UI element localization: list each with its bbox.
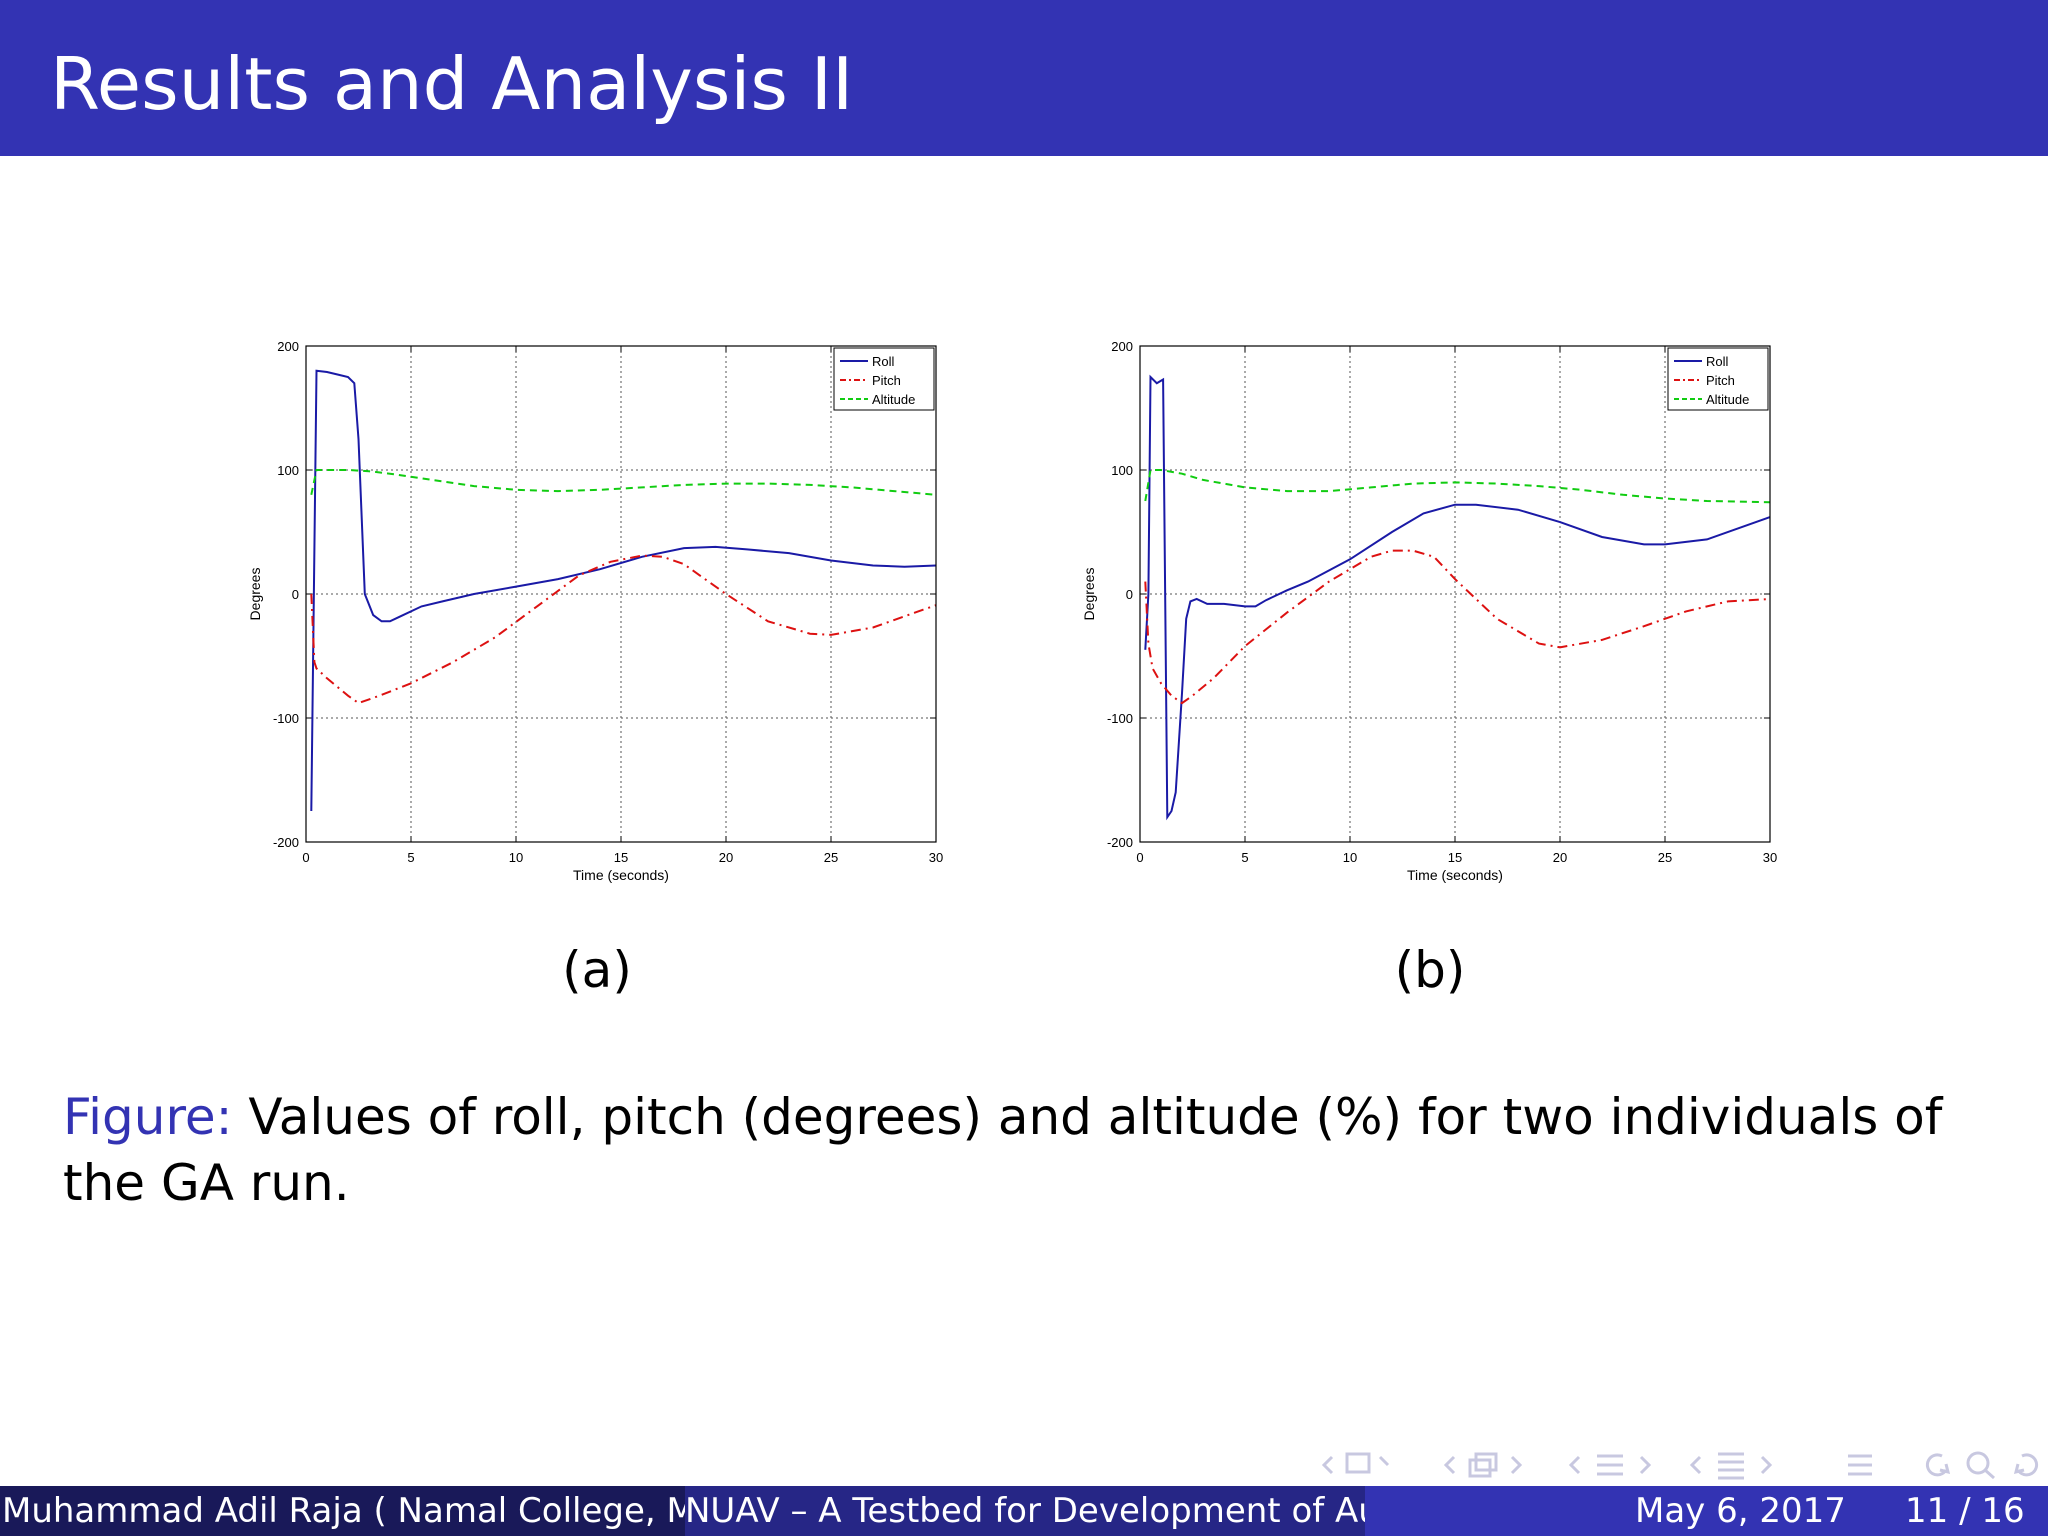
chart-a: 0 5 10 15 20 25 30 200 100 0 -100 -200 Time (seconds… (236, 330, 976, 890)
x-tick-label: 15 (1448, 850, 1462, 865)
legend-label-roll: Roll (872, 354, 895, 369)
x-axis-label: Time (seconds) (1407, 867, 1503, 883)
y-tick-label: -100 (273, 711, 299, 726)
nav-search-icon[interactable] (1920, 1440, 2040, 1490)
series-line-pitch (1144, 549, 1770, 705)
x-tick-label: 0 (302, 850, 309, 865)
y-tick-label: -200 (273, 835, 299, 850)
footer-author: Muhammad Adil Raja ( Namal College, Mian (2, 1491, 685, 1531)
footer-author-box: Muhammad Adil Raja ( Namal College, Mian (0, 1486, 685, 1536)
slide-header: Results and Analysis II (0, 0, 2048, 156)
x-tick-label: 10 (509, 850, 523, 865)
legend-label-pitch: Pitch (1706, 373, 1735, 388)
subfigure-label-a: (a) (562, 941, 632, 999)
y-tick-label: -100 (1107, 711, 1133, 726)
footer-short-title: NUAV – A Testbed for Development of Auto… (685, 1491, 1365, 1531)
figure-caption: Figure: Values of roll, pitch (degrees) … (63, 1084, 1993, 1216)
footer-date-box: May 6, 2017 11 / 16 (1365, 1486, 2048, 1536)
chart-svg: 0 5 10 15 20 25 30 200 100 0 -100 -200 Time (seconds… (1081, 339, 1777, 883)
x-tick-label: 0 (1136, 850, 1143, 865)
nav-menu-icon[interactable] (1830, 1440, 1890, 1490)
series-line-pitch (310, 554, 936, 705)
chart-legend: Roll Pitch Altitude (833, 347, 935, 411)
y-tick-label: 0 (1126, 587, 1133, 602)
nav-slide-icon[interactable] (1686, 1440, 1786, 1490)
legend-label-roll: Roll (1706, 354, 1729, 369)
series-line-roll (310, 369, 936, 812)
legend-label-pitch: Pitch (872, 373, 901, 388)
nav-frame-icon[interactable] (1312, 1440, 1412, 1490)
nav-section-icon[interactable] (1565, 1440, 1665, 1490)
footer-page-number: 11 / 16 (1905, 1491, 2025, 1531)
series-line-altitude (310, 469, 936, 496)
x-tick-label: 20 (719, 850, 733, 865)
caption-text: Values of roll, pitch (degrees) and alti… (63, 1088, 1943, 1212)
x-tick-label: 30 (1763, 850, 1777, 865)
navigation-bar (1310, 1440, 2040, 1490)
legend-label-altitude: Altitude (872, 392, 915, 407)
plot-frame (1139, 345, 1771, 843)
footer-date: May 6, 2017 (1635, 1491, 1846, 1531)
footer: Muhammad Adil Raja ( Namal College, Mian… (0, 1486, 2048, 1536)
x-tick-label: 20 (1553, 850, 1567, 865)
chart-legend: Roll Pitch Altitude (1667, 347, 1769, 411)
x-tick-label: 15 (614, 850, 628, 865)
y-axis-label: Degrees (1081, 568, 1097, 621)
y-tick-label: 0 (292, 587, 299, 602)
y-tick-label: 100 (277, 463, 299, 478)
x-axis-label: Time (seconds) (573, 867, 669, 883)
subfigure-label-b: (b) (1394, 941, 1466, 999)
x-tick-label: 25 (1658, 850, 1672, 865)
x-tick-label: 10 (1343, 850, 1357, 865)
series-line-roll (1144, 374, 1770, 821)
chart-b: 0 5 10 15 20 25 30 200 100 0 -100 -200 Time (seconds… (1070, 330, 1810, 890)
x-tick-label: 5 (1241, 850, 1248, 865)
caption-label: Figure: (63, 1088, 233, 1146)
x-tick-label: 30 (929, 850, 943, 865)
plot-frame (305, 345, 937, 843)
y-tick-label: -200 (1107, 835, 1133, 850)
chart-svg: 0 5 10 15 20 25 30 200 100 0 -100 -200 Time (seconds… (247, 339, 943, 883)
y-tick-label: 200 (1111, 339, 1133, 354)
y-tick-label: 200 (277, 339, 299, 354)
y-axis-label: Degrees (247, 568, 263, 621)
x-tick-label: 5 (407, 850, 414, 865)
slide-title: Results and Analysis II (50, 42, 854, 126)
legend-label-altitude: Altitude (1706, 392, 1749, 407)
y-tick-label: 100 (1111, 463, 1133, 478)
x-tick-label: 25 (824, 850, 838, 865)
footer-title-box: NUAV – A Testbed for Development of Auto… (685, 1486, 1365, 1536)
nav-subsection-icon[interactable] (1438, 1440, 1538, 1490)
